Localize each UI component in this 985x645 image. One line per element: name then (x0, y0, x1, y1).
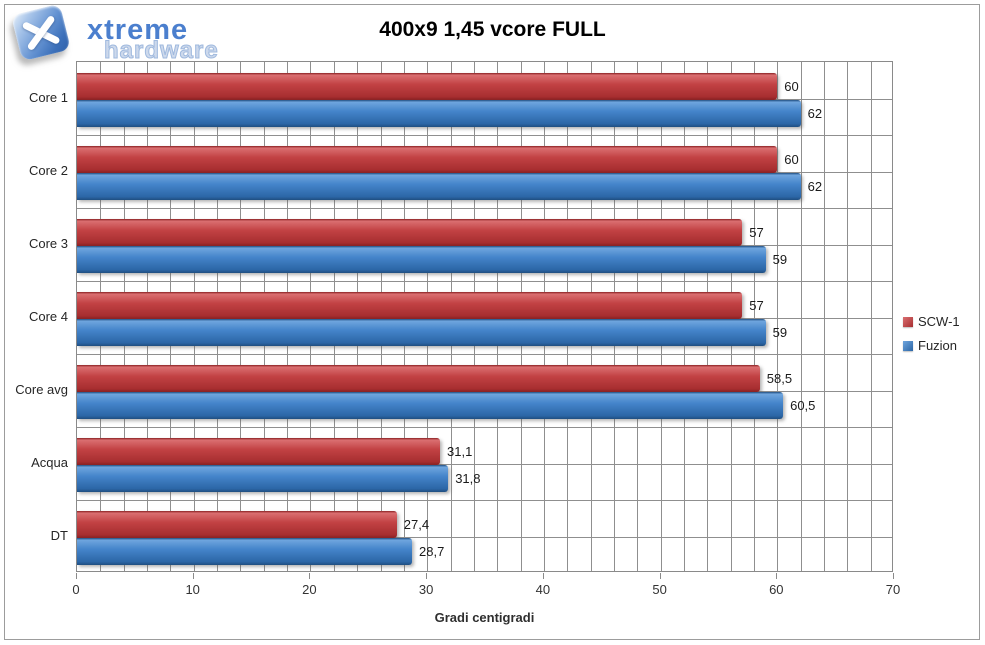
vertical-gridline (847, 62, 849, 571)
bar-scw-1 (77, 365, 760, 392)
bar-value-label: 59 (772, 252, 788, 267)
horizontal-gridline (77, 427, 892, 428)
legend-label: Fuzion (918, 338, 958, 353)
bar-value-label: 60 (784, 152, 799, 167)
bar-value-label: 57 (749, 298, 764, 313)
bar-fuzion (77, 392, 784, 419)
horizontal-gridline (77, 500, 892, 501)
category-label: Acqua (31, 455, 68, 470)
bar-value-label: 27,4 (403, 517, 430, 532)
vertical-gridline (777, 62, 779, 571)
x-tick-label: 10 (185, 582, 200, 597)
bar-scw-1 (77, 73, 778, 100)
plot-area: 60 62 60 62 57 59 57 59 58,5 60,5 31,1 31,8 27,4 28,7 (76, 61, 893, 572)
x-axis-tick (893, 573, 894, 579)
chart-title: 400x9 1,45 vcore FULL (379, 18, 606, 41)
category-label: Core 2 (28, 163, 68, 178)
legend-label: SCW-1 (918, 314, 960, 329)
brand-name: xtreme (87, 14, 189, 46)
bar-scw-1 (77, 292, 743, 319)
category-label: Core 4 (28, 309, 68, 324)
bar-scw-1 (77, 219, 743, 246)
brand-subname: hardware (104, 37, 219, 65)
x-axis-tick (776, 573, 778, 579)
vertical-gridline (800, 62, 802, 571)
legend-swatch-fuzion (903, 340, 913, 351)
legend-item: SCW-1 (903, 314, 960, 329)
bar-value-label: 60 (784, 79, 799, 94)
x-tick-label: 40 (535, 582, 551, 597)
legend-item: Fuzion (903, 338, 960, 353)
bar-fuzion (77, 465, 449, 492)
legend-swatch-scw-1 (903, 316, 913, 327)
bar-fuzion (77, 173, 801, 200)
vertical-gridline (870, 62, 872, 571)
bar-value-label: 59 (772, 325, 788, 340)
x-tick-label: 70 (885, 582, 901, 597)
x-tick-label: 0 (72, 582, 80, 597)
bar-value-label: 28,7 (419, 544, 445, 559)
x-axis-tick (542, 573, 544, 579)
bar-fuzion (77, 100, 801, 127)
bar-value-label: 60,5 (790, 398, 816, 413)
x-tick-label: 20 (302, 582, 317, 597)
x-tick-label: 30 (418, 582, 434, 597)
x-axis-tick (659, 573, 661, 579)
horizontal-gridline (77, 281, 892, 282)
x-axis-tick (426, 573, 428, 579)
horizontal-gridline (77, 135, 892, 136)
x-tick-label: 50 (652, 582, 667, 597)
bar-scw-1 (77, 511, 397, 538)
vertical-gridline (753, 62, 755, 571)
bar-value-label: 58,5 (766, 371, 793, 386)
x-axis-title: Gradi centigradi (434, 610, 535, 625)
bar-value-label: 62 (807, 179, 823, 194)
x-axis-tick (309, 573, 311, 579)
category-label: Core 3 (28, 236, 68, 251)
x-axis-tick (192, 573, 194, 579)
bar-value-label: 31,8 (455, 471, 481, 486)
bar-scw-1 (77, 438, 440, 465)
legend: SCW-1 Fuzion (903, 314, 960, 362)
category-label: DT (50, 528, 68, 543)
x-axis-tick (76, 573, 77, 579)
horizontal-gridline (77, 208, 892, 209)
category-label: Core 1 (28, 90, 68, 105)
bar-fuzion (77, 538, 412, 565)
vertical-gridline (824, 62, 825, 571)
bar-scw-1 (77, 146, 778, 173)
horizontal-gridline (77, 354, 892, 355)
bar-fuzion (77, 246, 766, 273)
category-label: Core avg (15, 382, 68, 397)
bar-value-label: 57 (749, 225, 764, 240)
bar-fuzion (77, 319, 766, 346)
bar-value-label: 62 (807, 106, 823, 121)
horizontal-gridline (77, 463, 892, 465)
x-tick-label: 60 (769, 582, 784, 597)
bar-value-label: 31,1 (447, 444, 473, 459)
horizontal-gridline (77, 536, 892, 538)
